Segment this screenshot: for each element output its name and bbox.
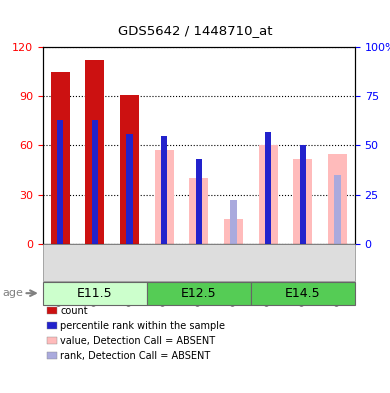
Bar xyxy=(85,60,105,244)
Text: E12.5: E12.5 xyxy=(181,286,217,300)
Text: value, Detection Call = ABSENT: value, Detection Call = ABSENT xyxy=(60,336,216,346)
Text: age: age xyxy=(2,288,23,298)
Text: rank, Detection Call = ABSENT: rank, Detection Call = ABSENT xyxy=(60,351,211,361)
Bar xyxy=(335,175,341,244)
Bar xyxy=(126,134,133,244)
Bar xyxy=(265,132,271,244)
Bar xyxy=(230,200,237,244)
Text: GDS5642 / 1448710_at: GDS5642 / 1448710_at xyxy=(118,24,272,37)
Bar xyxy=(57,120,63,244)
Bar xyxy=(155,150,174,244)
Bar xyxy=(51,72,70,244)
Text: E14.5: E14.5 xyxy=(285,286,321,300)
Bar xyxy=(120,95,139,244)
Text: E11.5: E11.5 xyxy=(77,286,113,300)
Bar xyxy=(328,154,347,244)
Bar xyxy=(190,178,208,244)
Bar xyxy=(196,159,202,244)
Bar xyxy=(161,136,167,244)
Bar xyxy=(300,145,306,244)
Bar xyxy=(224,219,243,244)
Bar xyxy=(259,145,278,244)
Bar xyxy=(293,158,312,244)
Bar xyxy=(92,120,98,244)
Text: count: count xyxy=(60,306,88,316)
Text: percentile rank within the sample: percentile rank within the sample xyxy=(60,321,225,331)
